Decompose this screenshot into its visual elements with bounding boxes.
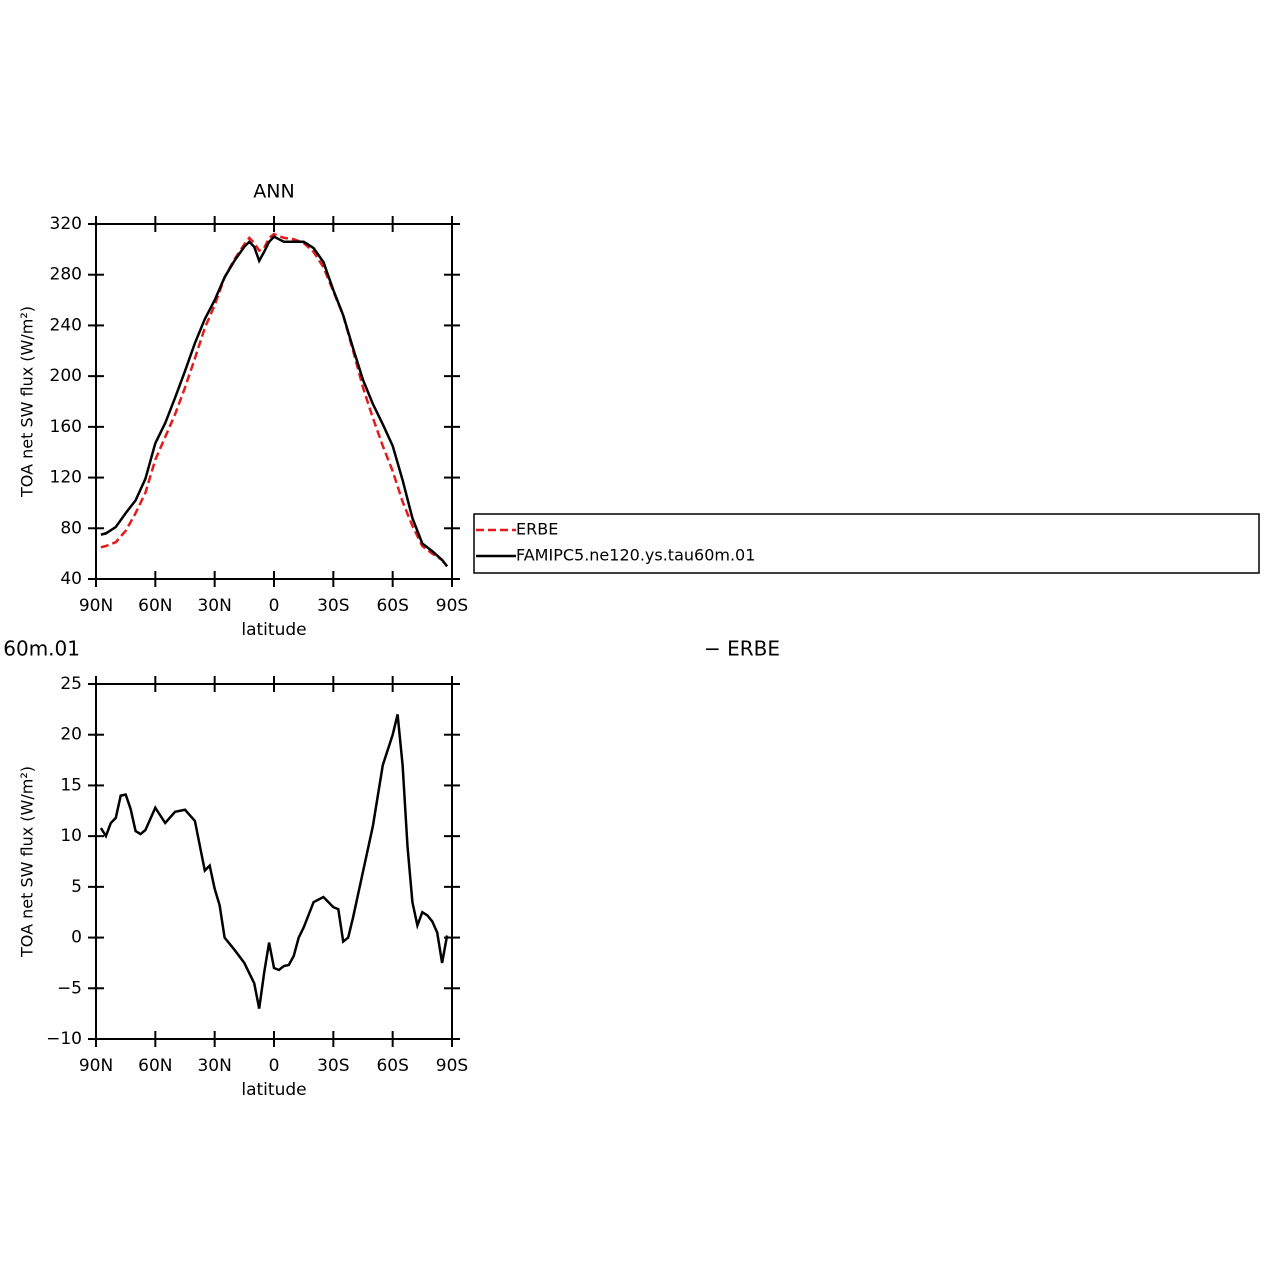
x-tick-label: 90S <box>436 596 468 616</box>
plot-frame <box>95 223 453 580</box>
y-tick-label: 80 <box>60 518 82 538</box>
x-tick-label: 30N <box>197 1056 231 1076</box>
data-line <box>100 235 449 568</box>
x-tick-label: 30N <box>197 596 231 616</box>
x-tick-label: 0 <box>269 1056 280 1076</box>
y-tick-label: 20 <box>60 725 82 745</box>
x-tick-label: 90S <box>436 1056 468 1076</box>
y-axis-label: TOA net SW flux (W/m²) <box>18 766 37 958</box>
chart-title: 60m.01 <box>3 637 80 661</box>
legend-box <box>473 513 1260 574</box>
x-axis-label: latitude <box>241 620 306 640</box>
y-tick-label: 25 <box>60 674 82 694</box>
x-tick-label: 30S <box>317 596 349 616</box>
y-tick-label: 5 <box>71 877 82 897</box>
y-tick-label: −10 <box>46 1029 82 1049</box>
x-axis-label: latitude <box>241 1080 306 1100</box>
y-tick-label: 10 <box>60 826 82 846</box>
x-tick-label: 60S <box>376 1056 408 1076</box>
data-line <box>100 232 449 568</box>
y-axis-label: TOA net SW flux (W/m²) <box>18 306 37 498</box>
y-tick-label: −5 <box>57 978 82 998</box>
chart-title: − ERBE <box>704 637 780 661</box>
x-tick-label: 60N <box>138 1056 172 1076</box>
x-tick-label: 60N <box>138 596 172 616</box>
y-tick-label: 280 <box>50 265 82 285</box>
x-tick-label: 0 <box>269 596 280 616</box>
y-tick-label: 15 <box>60 775 82 795</box>
y-tick-label: 200 <box>50 366 82 386</box>
y-tick-label: 40 <box>60 569 82 589</box>
x-tick-label: 30S <box>317 1056 349 1076</box>
chart-title: ANN <box>253 181 294 203</box>
y-tick-label: 240 <box>50 315 82 335</box>
x-tick-label: 90N <box>79 596 113 616</box>
legend-label: ERBE <box>516 520 558 539</box>
x-tick-label: 60S <box>376 596 408 616</box>
y-tick-label: 0 <box>71 928 82 948</box>
y-tick-label: 320 <box>50 214 82 234</box>
legend-label: FAMIPC5.ne120.ys.tau60m.01 <box>516 546 755 565</box>
data-line <box>99 714 449 1009</box>
y-tick-label: 120 <box>50 468 82 488</box>
x-tick-label: 90N <box>79 1056 113 1076</box>
y-tick-label: 160 <box>50 417 82 437</box>
